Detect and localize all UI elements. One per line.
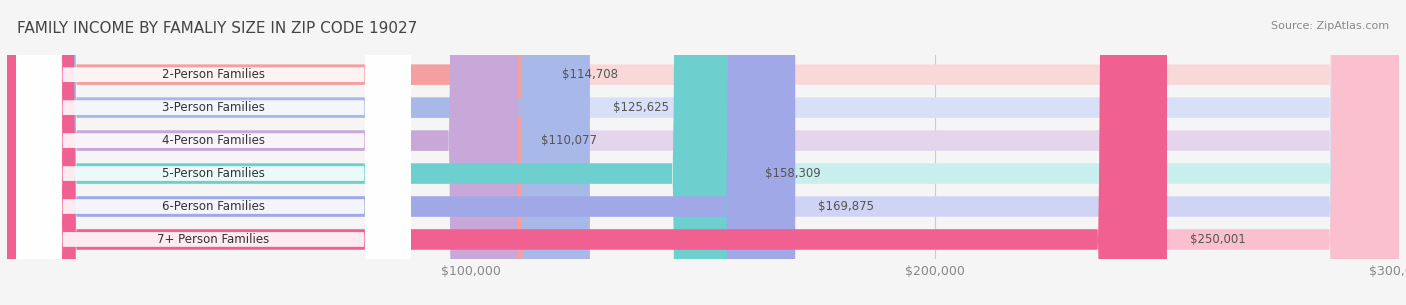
FancyBboxPatch shape xyxy=(7,0,1399,305)
FancyBboxPatch shape xyxy=(17,0,411,305)
Text: $158,309: $158,309 xyxy=(765,167,821,180)
FancyBboxPatch shape xyxy=(7,0,517,305)
Text: 3-Person Families: 3-Person Families xyxy=(162,101,264,114)
Text: 7+ Person Families: 7+ Person Families xyxy=(157,233,270,246)
Text: Source: ZipAtlas.com: Source: ZipAtlas.com xyxy=(1271,21,1389,31)
Text: $169,875: $169,875 xyxy=(818,200,875,213)
FancyBboxPatch shape xyxy=(7,0,1399,305)
FancyBboxPatch shape xyxy=(7,0,1399,305)
FancyBboxPatch shape xyxy=(17,0,411,305)
FancyBboxPatch shape xyxy=(17,0,411,305)
FancyBboxPatch shape xyxy=(7,0,1399,305)
FancyBboxPatch shape xyxy=(7,0,741,305)
Text: 4-Person Families: 4-Person Families xyxy=(162,134,264,147)
FancyBboxPatch shape xyxy=(7,0,591,305)
FancyBboxPatch shape xyxy=(7,0,1167,305)
Text: FAMILY INCOME BY FAMALIY SIZE IN ZIP CODE 19027: FAMILY INCOME BY FAMALIY SIZE IN ZIP COD… xyxy=(17,21,418,36)
FancyBboxPatch shape xyxy=(17,0,411,305)
Text: 2-Person Families: 2-Person Families xyxy=(162,68,264,81)
FancyBboxPatch shape xyxy=(7,0,1399,305)
Text: 5-Person Families: 5-Person Families xyxy=(162,167,264,180)
Text: 6-Person Families: 6-Person Families xyxy=(162,200,264,213)
Text: $125,625: $125,625 xyxy=(613,101,669,114)
FancyBboxPatch shape xyxy=(7,0,796,305)
FancyBboxPatch shape xyxy=(17,0,411,305)
FancyBboxPatch shape xyxy=(7,0,540,305)
Text: $114,708: $114,708 xyxy=(562,68,619,81)
Text: $250,001: $250,001 xyxy=(1191,233,1246,246)
Text: $110,077: $110,077 xyxy=(541,134,598,147)
FancyBboxPatch shape xyxy=(7,0,1399,305)
FancyBboxPatch shape xyxy=(17,0,411,305)
